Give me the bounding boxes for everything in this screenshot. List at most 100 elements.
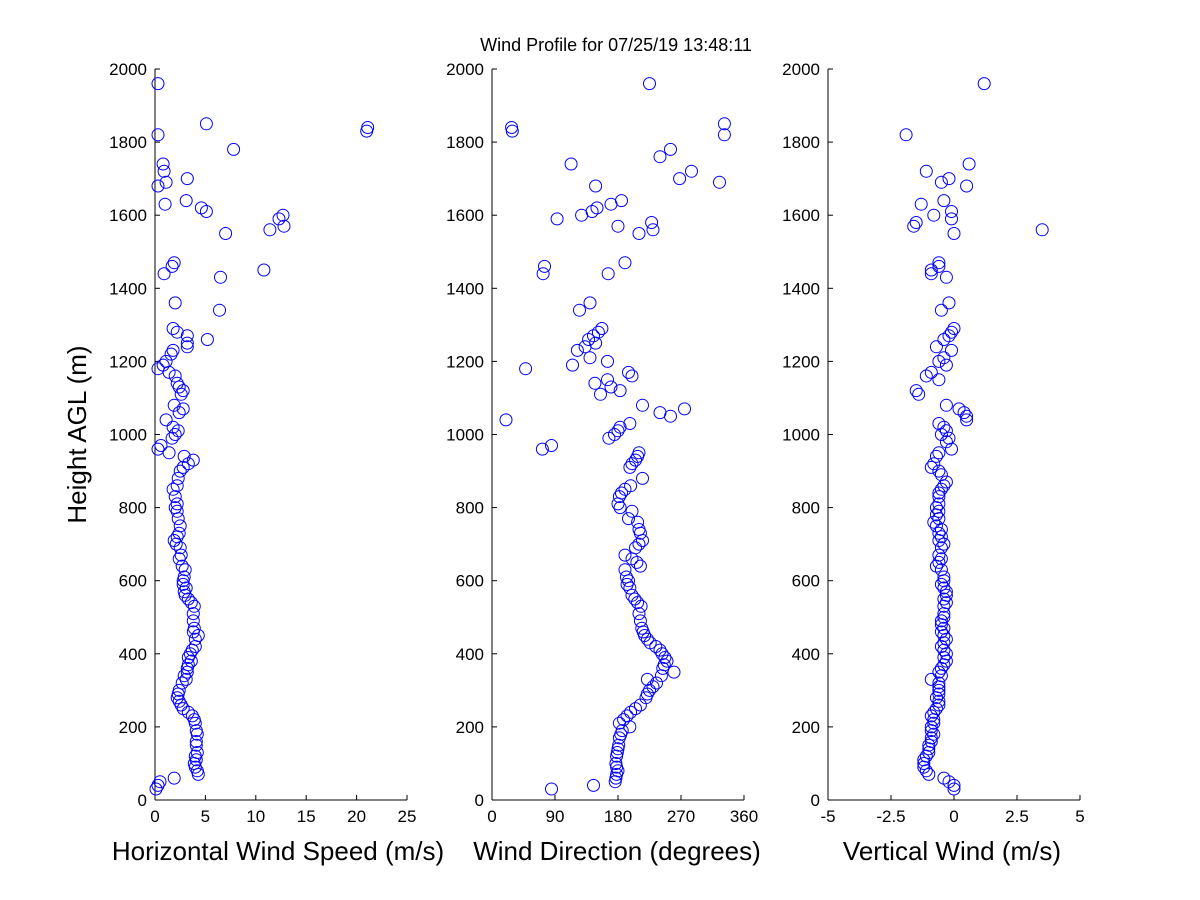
data-point-vw	[927, 727, 941, 741]
data-point-hws	[162, 446, 176, 460]
data-point-vw	[934, 175, 948, 189]
data-point-hws	[166, 482, 180, 496]
y-tick-label: 1600	[446, 206, 484, 225]
data-point-vw	[932, 446, 946, 460]
data-point-vw	[919, 764, 933, 778]
data-point-hws	[173, 541, 187, 555]
data-point-hws	[168, 490, 182, 504]
data-point-wd	[538, 259, 551, 273]
data-point-vw	[934, 577, 948, 591]
data-point-wd	[633, 559, 647, 573]
x-tick-label: 90	[546, 807, 565, 826]
data-point-hws	[174, 698, 188, 712]
data-point-vw	[937, 621, 951, 635]
data-point-wd	[623, 720, 637, 734]
data-point-vw	[939, 424, 953, 438]
data-point-wd	[636, 398, 649, 412]
data-point-wd	[573, 303, 586, 317]
data-point-hws	[361, 121, 375, 134]
data-point-vw	[939, 654, 953, 668]
data-point-hws	[184, 596, 198, 610]
y-tick-label: 1800	[782, 133, 820, 152]
y-tick-label: 200	[792, 718, 820, 737]
data-point-wd	[623, 460, 637, 474]
data-point-vw	[942, 775, 956, 789]
data-point-hws	[180, 661, 194, 675]
y-tick-label: 0	[138, 791, 147, 810]
data-point-wd	[602, 431, 616, 445]
data-point-hws	[170, 497, 184, 511]
data-point-wd	[582, 333, 596, 346]
data-point-vw	[927, 457, 941, 471]
data-point-hws	[174, 387, 188, 401]
data-point-hws	[181, 592, 195, 606]
data-point-vw	[937, 658, 951, 672]
y-tick-label: 800	[792, 499, 820, 518]
data-point-hws	[159, 175, 173, 189]
data-point-hws	[171, 471, 185, 485]
data-point-wd	[583, 351, 597, 365]
y-tick-label: 200	[456, 718, 484, 737]
data-point-hws	[151, 778, 165, 792]
data-point-vw	[937, 479, 951, 493]
data-point-vw	[927, 716, 941, 730]
data-point-vw	[932, 373, 946, 387]
x-tick-label: 2.5	[1005, 807, 1029, 826]
data-point-hws	[168, 428, 182, 441]
data-point-wd	[499, 413, 513, 427]
data-point-vw	[939, 435, 953, 449]
data-point-vw	[929, 508, 943, 522]
data-point-hws	[188, 760, 202, 774]
data-point-wd	[545, 782, 558, 796]
data-point-wd	[629, 541, 642, 555]
data-point-wd	[595, 322, 609, 335]
data-point-vw	[917, 760, 931, 774]
data-point-hws	[183, 647, 197, 661]
data-point-hws	[151, 442, 165, 456]
data-point-wd	[636, 534, 649, 547]
data-point-vw	[947, 227, 961, 240]
data-point-hws	[176, 460, 190, 474]
data-point-vw	[919, 369, 933, 383]
data-point-vw	[924, 709, 938, 723]
data-point-hws	[170, 691, 184, 705]
data-point-vw	[899, 128, 913, 142]
data-point-hws	[167, 771, 181, 785]
data-point-hws	[180, 172, 194, 186]
data-point-hws	[199, 117, 213, 131]
data-point-vw	[939, 398, 953, 412]
data-point-vw	[924, 263, 938, 277]
data-point-wd	[589, 336, 603, 350]
data-point-vw	[919, 164, 933, 178]
data-point-wd	[653, 150, 667, 164]
data-point-vw	[937, 592, 951, 606]
data-point-wd	[536, 267, 550, 281]
data-point-hws	[189, 753, 203, 767]
data-point-hws	[164, 347, 178, 361]
data-point-wd	[604, 380, 618, 394]
data-point-hws	[200, 333, 214, 346]
data-point-vw	[932, 665, 946, 679]
y-tick-label: 1400	[109, 279, 147, 298]
data-point-wd	[633, 526, 647, 540]
data-point-vw	[932, 683, 946, 697]
data-point-wd	[611, 219, 625, 233]
data-point-hws	[172, 380, 186, 394]
data-point-wd	[717, 117, 731, 131]
data-point-vw	[945, 212, 958, 226]
data-point-vw	[932, 259, 946, 273]
data-point-vw	[939, 358, 953, 372]
data-point-vw	[917, 757, 931, 770]
data-point-hws	[174, 548, 188, 562]
data-point-hws	[257, 263, 271, 277]
data-point-vw	[929, 340, 943, 354]
data-point-hws	[149, 782, 163, 796]
data-point-hws	[179, 672, 193, 686]
data-point-hws	[168, 296, 182, 310]
y-tick-label: 600	[792, 572, 820, 591]
data-point-vw	[960, 413, 974, 427]
data-point-wd	[643, 683, 656, 697]
data-point-hws	[190, 727, 204, 741]
data-point-vw	[932, 354, 946, 368]
data-point-vw	[937, 194, 951, 208]
